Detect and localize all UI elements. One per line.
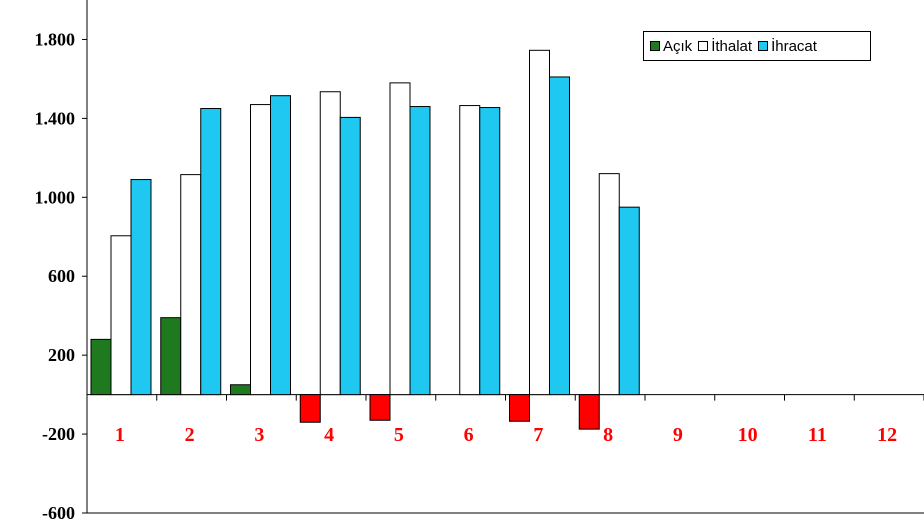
y-tick-label: 1.000: [35, 187, 76, 207]
x-tick-label: 10: [738, 424, 758, 446]
bar-series-3: [479, 107, 501, 396]
legend-item-acik: Açık: [650, 38, 692, 55]
y-tick-label: -200: [42, 424, 75, 444]
bar-series-2: [319, 91, 341, 396]
x-tick-label: 11: [808, 424, 827, 446]
bar-series-1: [509, 394, 530, 422]
bar-series-2: [110, 235, 132, 396]
bar-series-1: [578, 394, 600, 430]
x-tick-label: 4: [324, 424, 334, 446]
bar-series-3: [339, 116, 361, 396]
x-tick-label: 12: [877, 424, 897, 446]
x-tick-label: 3: [254, 424, 264, 446]
bar-series-1: [299, 394, 321, 423]
legend: Açık İthalat İhracat: [643, 31, 871, 61]
bar-series-3: [200, 108, 222, 396]
x-tick-label: 2: [185, 424, 195, 446]
bar-series-3: [409, 106, 431, 396]
bar-series-3: [130, 179, 152, 396]
y-tick-label: 1.800: [35, 29, 76, 49]
bar-series-3: [618, 206, 640, 396]
bar-series-1: [230, 384, 251, 396]
bar-series-2: [459, 105, 481, 396]
y-tick-label: -600: [42, 503, 75, 523]
legend-label-ihracat: İhracat: [771, 37, 817, 55]
x-tick-label: 8: [603, 424, 613, 446]
y-tick-label: 600: [48, 266, 75, 286]
bar-series-2: [389, 82, 411, 396]
legend-label-ithalat: İthalat: [711, 37, 753, 55]
bar-series-1: [160, 317, 182, 396]
legend-swatch-ithalat: [698, 41, 709, 51]
x-tick-label: 6: [464, 424, 474, 446]
legend-label-acik: Açık: [663, 37, 693, 55]
bar-series-1: [369, 394, 391, 421]
bar-series-1: [90, 338, 112, 396]
legend-swatch-ihracat: [758, 41, 769, 51]
bar-series-2: [529, 49, 550, 396]
bar-series-2: [598, 173, 620, 396]
x-tick-label: 7: [533, 424, 543, 446]
legend-item-ihracat: İhracat: [758, 38, 817, 55]
x-tick-label: 1: [115, 424, 125, 446]
x-tick-label: 9: [673, 424, 683, 446]
bar-series-3: [270, 95, 291, 396]
legend-item-ithalat: İthalat: [698, 38, 752, 55]
bar-series-2: [180, 174, 202, 396]
bar-series-3: [549, 76, 570, 396]
y-tick-label: 1.400: [35, 108, 76, 128]
y-tick-label: 200: [48, 345, 75, 365]
x-tick-label: 5: [394, 424, 404, 446]
legend-swatch-acik: [650, 41, 660, 51]
bar-series-2: [250, 104, 271, 396]
